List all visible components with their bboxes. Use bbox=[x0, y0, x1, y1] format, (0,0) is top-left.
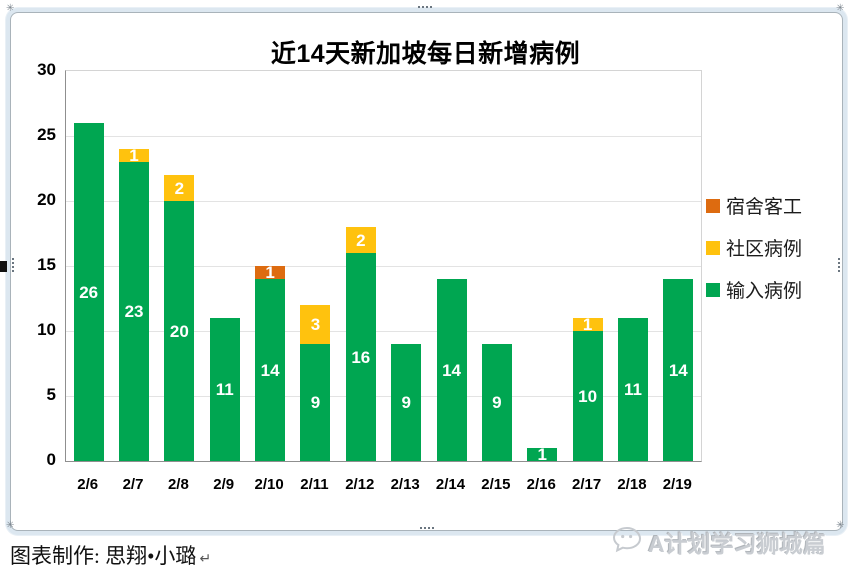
watermark: A计划学习狮城篇 bbox=[612, 525, 826, 559]
gridline bbox=[66, 136, 701, 137]
y-tick-label: 20 bbox=[37, 190, 56, 209]
bar-value-label: 1 bbox=[129, 146, 139, 165]
bar-value-label: 11 bbox=[215, 380, 234, 399]
x-tick-label: 2/11 bbox=[300, 476, 329, 493]
x-tick-label: 2/10 bbox=[254, 476, 284, 493]
chart-legend: 宿舍客工社区病例输入病例 bbox=[706, 192, 802, 318]
bar-segment: 9 bbox=[481, 344, 512, 461]
bar-segment: 9 bbox=[391, 344, 422, 461]
bar-segment: 1 bbox=[119, 146, 150, 165]
bar-segment: 11 bbox=[617, 318, 648, 461]
watermark-text: A计划学习狮城篇 bbox=[648, 531, 826, 557]
bar-segment: 16 bbox=[345, 253, 376, 461]
selection-handle-top-center[interactable] bbox=[418, 6, 432, 8]
bar-segment: 14 bbox=[663, 279, 694, 461]
bar-value-label: 23 bbox=[124, 302, 144, 321]
bar-value-label: 2 bbox=[356, 230, 366, 250]
bar-value-label: 11 bbox=[623, 380, 642, 399]
bar-segment: 3 bbox=[300, 305, 331, 344]
y-tick-label: 0 bbox=[46, 450, 56, 469]
gridline bbox=[66, 201, 701, 202]
bar-value-label: 14 bbox=[260, 360, 280, 380]
legend-item: 宿舍客工 bbox=[706, 192, 802, 219]
x-tick-label: 2/19 bbox=[662, 476, 692, 493]
x-tick-label: 2/18 bbox=[617, 476, 647, 493]
selection-handle-bottom-center[interactable] bbox=[420, 527, 434, 529]
selection-handle-top-left-icon[interactable]: ✳ bbox=[6, 3, 15, 14]
bar-segment: 11 bbox=[209, 318, 240, 461]
selection-handle-bottom-left-icon[interactable]: ✳ bbox=[6, 520, 15, 531]
legend-swatch-icon bbox=[706, 240, 720, 255]
x-tick-label: 2/14 bbox=[435, 476, 466, 493]
legend-item: 社区病例 bbox=[706, 234, 802, 261]
bar-value-label: 10 bbox=[578, 386, 598, 406]
plot-area: 26 23 1 20 2 11 14 1 9 3 16 2 9 14 9 1 10 1 11 14 bbox=[65, 70, 702, 464]
bar-value-label: 14 bbox=[668, 360, 688, 380]
gridline bbox=[66, 266, 701, 267]
selection-handle-left-center[interactable] bbox=[12, 258, 14, 272]
bar-segment: 1 bbox=[255, 263, 286, 282]
x-tick-label: 2/16 bbox=[526, 476, 556, 493]
bar-segment: 2 bbox=[345, 227, 376, 253]
legend-label: 输入病例 bbox=[726, 281, 803, 302]
selection-handle-top-right-icon[interactable]: ✳ bbox=[836, 3, 845, 14]
bar-value-label: 16 bbox=[351, 347, 371, 367]
x-tick-label: 2/13 bbox=[390, 476, 420, 493]
bar-segment: 2 bbox=[164, 175, 195, 201]
y-tick-label: 15 bbox=[37, 255, 56, 274]
gridline bbox=[66, 331, 701, 332]
selection-handle-bottom-right-icon[interactable]: ✳ bbox=[836, 520, 845, 531]
y-tick-label: 30 bbox=[37, 60, 56, 79]
object-anchor bbox=[0, 261, 7, 272]
bar-segment: 1 bbox=[572, 315, 603, 334]
bar-segment: 14 bbox=[436, 279, 467, 461]
wechat-bubble-icon bbox=[612, 526, 642, 558]
bar-segment: 1 bbox=[527, 445, 558, 464]
bar-segment: 26 bbox=[73, 123, 104, 461]
selection-handle-right-center[interactable] bbox=[838, 258, 840, 272]
legend-label: 社区病例 bbox=[726, 239, 803, 260]
bar-value-label: 20 bbox=[169, 321, 189, 341]
bar-value-label: 3 bbox=[310, 315, 321, 334]
bar-value-label: 1 bbox=[537, 445, 547, 464]
bar-value-label: 9 bbox=[492, 393, 502, 412]
bar-value-label: 1 bbox=[582, 315, 593, 334]
bar-value-label: 2 bbox=[174, 178, 185, 198]
bar-value-label: 26 bbox=[79, 282, 99, 302]
bar-value-label: 1 bbox=[265, 263, 275, 282]
legend-item: 输入病例 bbox=[706, 276, 802, 303]
legend-label: 宿舍客工 bbox=[726, 197, 803, 218]
y-tick-label: 25 bbox=[37, 125, 56, 144]
bar-value-label: 9 bbox=[401, 393, 411, 412]
x-tick-label: 2/7 bbox=[122, 476, 144, 493]
bar-segment: 23 bbox=[119, 162, 150, 461]
bar-value-label: 14 bbox=[442, 360, 461, 380]
bar-value-label: 9 bbox=[310, 393, 321, 412]
legend-swatch-icon bbox=[706, 282, 720, 297]
y-tick-label: 10 bbox=[37, 320, 56, 339]
x-tick-label: 2/15 bbox=[481, 476, 511, 493]
paragraph-mark-icon: ↵ bbox=[199, 552, 212, 567]
x-tick-label: 2/12 bbox=[345, 476, 375, 493]
x-tick-label: 2/8 bbox=[167, 476, 189, 493]
bar-segment: 10 bbox=[572, 331, 603, 461]
bar-segment: 20 bbox=[164, 201, 195, 461]
bar-segment: 14 bbox=[255, 279, 286, 461]
legend-swatch-icon bbox=[706, 198, 720, 213]
footer-credit: 图表制作: 思翔•小璐 ↵ bbox=[10, 540, 211, 570]
chart-title: 近14天新加坡每日新增病例 bbox=[270, 40, 581, 68]
y-tick-label: 5 bbox=[46, 385, 56, 404]
gridline bbox=[66, 396, 701, 397]
x-tick-label: 2/6 bbox=[77, 476, 99, 493]
credit-text: 图表制作: 思翔•小璐 bbox=[10, 544, 197, 568]
x-tick-label: 2/9 bbox=[213, 476, 235, 493]
x-tick-label: 2/17 bbox=[571, 476, 602, 493]
bar-segment: 9 bbox=[300, 344, 331, 461]
